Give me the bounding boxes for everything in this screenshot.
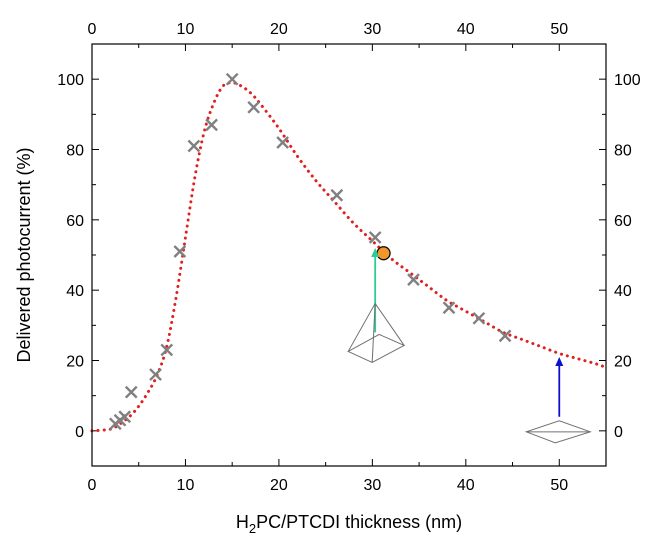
x-tick-label-bottom: 50 — [550, 477, 568, 494]
tick-marks — [91, 43, 606, 467]
y-tick-label-left: 80 — [66, 143, 84, 160]
green-arrow — [371, 247, 380, 333]
blue-arrow — [555, 356, 564, 417]
y-tick-label-left: 20 — [66, 354, 84, 371]
tall-pyramid-icon — [347, 303, 406, 363]
x-marker-stroke — [124, 385, 138, 399]
x-marker — [498, 329, 512, 343]
arrow-head — [555, 356, 564, 366]
y-tick-label-right: 0 — [614, 424, 623, 441]
pyramid-base — [347, 333, 406, 363]
y-tick-label-right: 80 — [614, 143, 632, 160]
x-marker — [160, 343, 174, 357]
y-tick-label-right: 20 — [614, 354, 632, 371]
x-marker-stroke — [472, 311, 486, 325]
x-axis-label: H2PC/PTCDI thickness (nm) — [236, 512, 462, 536]
x-marker — [225, 72, 239, 86]
x-marker — [330, 188, 344, 202]
y-tick-label-left: 0 — [75, 424, 84, 441]
x-marker-stroke — [276, 136, 289, 149]
annotation-layer — [347, 247, 592, 444]
x-tick-label-bottom: 30 — [363, 477, 381, 494]
y-tick-label-left: 100 — [57, 72, 84, 89]
x-marker-stroke — [368, 231, 382, 244]
pyramid-edge — [347, 303, 376, 352]
x-axis-label-part2: PC/PTCDI thickness (nm) — [256, 512, 462, 532]
tick-labels: 0 0 10 10 20 20 30 30 40 40 50 50 0 0 20 20 40 40 60 60 80 80… — [57, 21, 641, 494]
x-marker-stroke — [173, 245, 187, 258]
x-marker — [407, 273, 420, 286]
x-marker-stroke — [498, 329, 512, 343]
plot-frame — [91, 43, 607, 467]
x-marker — [187, 139, 201, 153]
x-marker-stroke — [442, 301, 456, 315]
y-tick-label-left: 40 — [66, 283, 84, 300]
y-tick-label-right: 40 — [614, 283, 632, 300]
x-tick-label-bottom: 0 — [88, 477, 97, 494]
x-marker — [205, 118, 218, 132]
arrow-head — [371, 247, 380, 257]
pyramid-edge — [371, 303, 376, 363]
y-tick-label-right: 100 — [614, 72, 641, 89]
x-tick-label-top: 40 — [457, 21, 475, 38]
x-marker-stroke — [149, 368, 162, 381]
x-marker — [472, 311, 486, 325]
pyramid-edge — [374, 303, 405, 346]
x-marker-stroke — [187, 139, 201, 153]
x-marker — [173, 245, 187, 258]
x-marker — [118, 410, 132, 424]
x-tick-label-bottom: 40 — [457, 477, 475, 494]
x-marker-stroke — [407, 273, 420, 286]
x-tick-label-bottom: 10 — [177, 477, 195, 494]
x-marker-stroke — [118, 410, 132, 424]
y-tick-label-right: 60 — [614, 213, 632, 230]
x-marker-stroke — [330, 188, 344, 202]
x-marker — [276, 136, 289, 149]
x-tick-label-top: 20 — [270, 21, 288, 38]
x-marker-stroke — [225, 72, 239, 86]
highlight-point — [376, 246, 391, 261]
x-axis-label-part1: H — [236, 512, 249, 532]
x-marker — [247, 100, 261, 114]
x-marker — [149, 368, 162, 381]
data-markers — [109, 72, 512, 431]
x-tick-label-top: 10 — [177, 21, 195, 38]
fit-line-layer — [90, 81, 608, 433]
x-marker — [442, 301, 456, 315]
y-tick-label-left: 60 — [66, 213, 84, 230]
x-tick-label-top: 30 — [363, 21, 381, 38]
x-tick-label-top: 0 — [88, 21, 97, 38]
y-axis-label: Delivered photocurrent (%) — [14, 147, 34, 362]
x-tick-label-top: 50 — [550, 21, 568, 38]
x-marker — [368, 231, 382, 244]
x-tick-label-bottom: 20 — [270, 477, 288, 494]
x-marker-stroke — [247, 100, 261, 114]
fit-line — [90, 81, 608, 433]
x-marker-stroke — [160, 343, 174, 357]
flat-pyramid-icon — [524, 420, 592, 444]
x-marker — [124, 385, 138, 399]
x-marker-stroke — [205, 118, 218, 132]
x-axis-label-subscript: 2 — [249, 521, 256, 536]
